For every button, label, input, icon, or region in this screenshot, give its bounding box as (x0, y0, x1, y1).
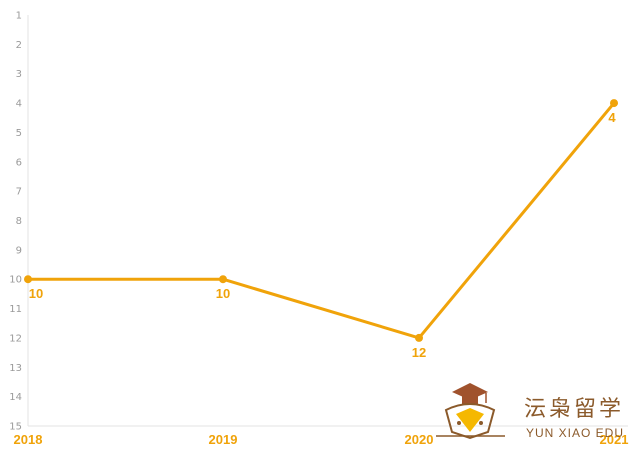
data-label: 12 (412, 345, 426, 360)
y-tick-label: 6 (16, 157, 22, 168)
data-label: 10 (216, 286, 230, 301)
brand-chinese-name: 沄枭留学 (524, 397, 624, 422)
y-tick-label: 12 (9, 333, 22, 344)
y-tick-label: 10 (9, 275, 22, 286)
data-point (24, 275, 32, 284)
y-tick-label: 13 (9, 363, 22, 374)
data-label: 4 (608, 110, 616, 125)
y-tick-label: 3 (16, 69, 22, 80)
x-axis: 2018 2019 2020 2021 (14, 425, 629, 447)
y-tick-label: 5 (16, 128, 22, 139)
data-point (219, 275, 227, 284)
series (24, 99, 618, 342)
watermark-logo: 沄枭留学 YUN XIAO EDU (436, 383, 624, 440)
y-tick-label: 8 (16, 216, 22, 227)
data-label: 10 (29, 286, 43, 301)
x-tick-label: 2019 (209, 432, 238, 447)
y-tick-label: 7 (16, 187, 22, 198)
y-tick-label: 4 (16, 99, 22, 110)
x-tick-label: 2020 (405, 432, 434, 447)
x-tick-label: 2021 (600, 432, 629, 447)
y-tick-label: 15 (9, 422, 22, 433)
y-tick-label: 14 (9, 392, 22, 403)
data-point (415, 333, 423, 342)
data-point (610, 99, 618, 108)
series-line (28, 102, 616, 340)
y-tick-label: 11 (9, 304, 22, 315)
y-tick-label: 2 (16, 40, 22, 51)
x-tick-label: 2018 (14, 432, 43, 447)
y-tick-label: 9 (16, 245, 22, 256)
y-tick-label: 1 (16, 11, 22, 22)
brand-english-name: YUN XIAO EDU (526, 426, 624, 440)
data-labels: 10 10 12 4 (29, 110, 617, 360)
owl-graduate-icon (436, 383, 505, 440)
